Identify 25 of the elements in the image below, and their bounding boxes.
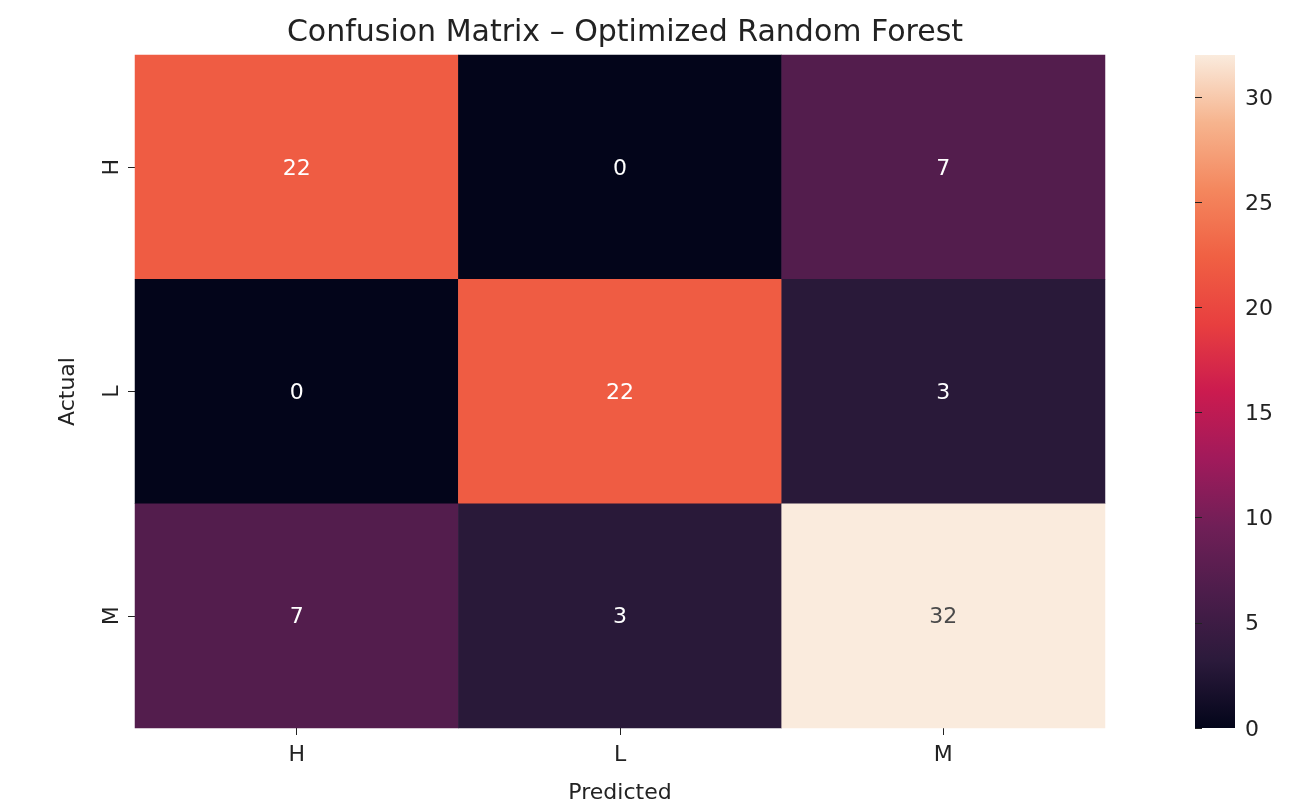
x-tick-label: M (933, 740, 953, 766)
y-tick-label: H (97, 158, 123, 176)
color-bar-label: 30 (1245, 84, 1273, 110)
color-bar-label: 0 (1245, 715, 1259, 741)
data-label: 7 (289, 603, 304, 629)
x-axis-title: Predicted (568, 778, 672, 804)
x-tick-label: L (613, 740, 627, 766)
data-label: 22 (282, 154, 311, 180)
data-label: 22 (606, 379, 634, 404)
y-axis-title: Actual (53, 357, 79, 426)
color-bar-label: 5 (1245, 610, 1259, 636)
color-bar-label: 20 (1245, 294, 1273, 320)
chart-title: Confusion Matrix – Optimized Random Forest (286, 12, 964, 48)
data-label: 0 (613, 154, 627, 180)
color-bar-label: 25 (1245, 189, 1273, 215)
data-label: 3 (936, 379, 951, 404)
data-label: 3 (613, 603, 627, 629)
y-tick-label: M (97, 606, 123, 626)
data-label: 32 (929, 603, 958, 629)
y-tick-label: L (97, 384, 123, 398)
color-bar-label: 15 (1245, 400, 1273, 426)
x-tick-label: H (288, 740, 305, 766)
data-label: 7 (936, 154, 951, 180)
color-bar-label: 10 (1245, 505, 1273, 531)
data-label: 0 (289, 379, 304, 404)
